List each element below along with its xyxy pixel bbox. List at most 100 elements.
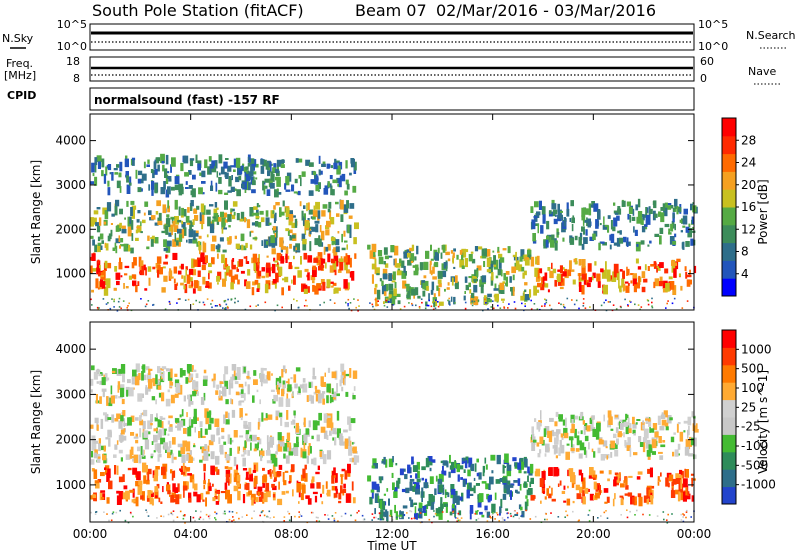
- scatter-cell: [606, 275, 611, 282]
- scatter-cell: [440, 252, 443, 259]
- scatter-cell: [654, 278, 660, 287]
- scatter-cell: [375, 267, 380, 275]
- scatter-cell: [329, 217, 335, 225]
- scatter-cell: [431, 459, 436, 463]
- scatter-cell: [523, 471, 527, 474]
- scatter-cell: [267, 170, 271, 177]
- scatter-cell: [345, 160, 348, 169]
- scatter-cell: [473, 296, 479, 305]
- scatter-cell: [277, 432, 282, 441]
- scatter-cell: [251, 287, 255, 296]
- scatter-cell: [174, 199, 178, 210]
- scatter-cell: [143, 374, 147, 381]
- scatter-cell: [198, 235, 202, 239]
- scatter-cell: [174, 284, 178, 290]
- scatter-cell: [158, 392, 163, 398]
- scatter-cell: [305, 159, 311, 166]
- scatter-cell: [157, 269, 160, 278]
- scatter-cell: [641, 271, 646, 278]
- scatter-cell: [633, 226, 635, 233]
- scatter-cell: [110, 229, 113, 237]
- scatter-cell: [549, 270, 554, 279]
- scatter-cell: [90, 424, 94, 429]
- speckle-cell: [299, 513, 301, 516]
- speckle-cell: [329, 299, 332, 301]
- scatter-cell: [524, 258, 530, 266]
- speckle-cell: [208, 517, 211, 520]
- scatter-cell: [289, 442, 292, 449]
- scatter-cell: [154, 469, 159, 476]
- speckle-cell: [512, 515, 515, 518]
- scatter-cell: [195, 373, 199, 378]
- speckle-cell: [578, 307, 580, 310]
- scatter-cell: [272, 494, 276, 498]
- speckle-cell: [491, 513, 494, 516]
- scatter-cell: [308, 394, 312, 402]
- scatter-cell: [600, 268, 604, 273]
- scatter-cell: [490, 263, 494, 268]
- scatter-cell: [104, 467, 107, 470]
- scatter-cell: [157, 366, 161, 374]
- speckle-cell: [111, 512, 114, 515]
- speckle-cell: [433, 515, 435, 518]
- scatter-cell: [100, 418, 104, 429]
- scatter-cell: [171, 276, 174, 279]
- scatter-cell: [103, 412, 107, 416]
- scatter-cell: [648, 418, 652, 427]
- scatter-cell: [385, 459, 388, 468]
- scatter-cell: [93, 210, 99, 215]
- speckle-cell: [496, 513, 499, 516]
- scatter-cell: [200, 252, 205, 263]
- scatter-cell: [215, 182, 218, 192]
- speckle-cell: [355, 306, 357, 309]
- scatter-cell: [343, 230, 346, 237]
- speckle-cell: [651, 306, 654, 309]
- scatter-cell: [193, 230, 196, 241]
- scatter-cell: [291, 279, 293, 284]
- scatter-cell: [242, 457, 246, 467]
- scatter-cell: [244, 381, 247, 387]
- speckle-cell: [460, 517, 463, 519]
- speckle-cell: [686, 509, 688, 512]
- scatter-cell: [636, 216, 641, 224]
- scatter-cell: [277, 261, 279, 265]
- scatter-cell: [308, 162, 314, 167]
- scatter-cell: [442, 270, 447, 278]
- scatter-cell: [430, 500, 435, 510]
- speckle-cell: [378, 512, 381, 515]
- scatter-cell: [653, 281, 656, 289]
- scatter-cell: [138, 256, 142, 267]
- scatter-cell: [269, 182, 275, 189]
- nsearch-label: N.Search: [746, 29, 796, 42]
- scatter-cell: [501, 269, 503, 277]
- scatter-cell: [335, 488, 338, 494]
- scatter-cell: [666, 203, 672, 206]
- scatter-cell: [473, 485, 476, 494]
- scatter-cell: [458, 465, 464, 470]
- scatter-cell: [225, 489, 230, 498]
- colorbar-swatch: [722, 330, 736, 348]
- scatter-cell: [601, 269, 607, 279]
- scatter-cell: [619, 269, 623, 272]
- scatter-cell: [637, 266, 642, 270]
- scatter-cell: [407, 289, 411, 297]
- scatter-cell: [574, 261, 578, 265]
- scatter-cell: [235, 176, 240, 183]
- scatter-cell: [259, 210, 264, 215]
- scatter-cell: [574, 428, 577, 439]
- scatter-cell: [642, 214, 645, 221]
- scatter-cell: [342, 370, 346, 379]
- scatter-cell: [129, 489, 134, 493]
- scatter-cell: [271, 240, 276, 248]
- scatter-cell: [330, 281, 334, 284]
- scatter-cell: [188, 228, 194, 238]
- speckle-cell: [182, 514, 185, 517]
- scatter-cell: [406, 249, 411, 253]
- speckle-cell: [587, 514, 590, 516]
- scatter-cell: [327, 415, 331, 418]
- scatter-cell: [106, 396, 109, 406]
- speckle-cell: [214, 305, 217, 307]
- scatter-cell: [154, 237, 159, 244]
- speckle-cell: [494, 518, 496, 520]
- scatter-cell: [137, 187, 142, 193]
